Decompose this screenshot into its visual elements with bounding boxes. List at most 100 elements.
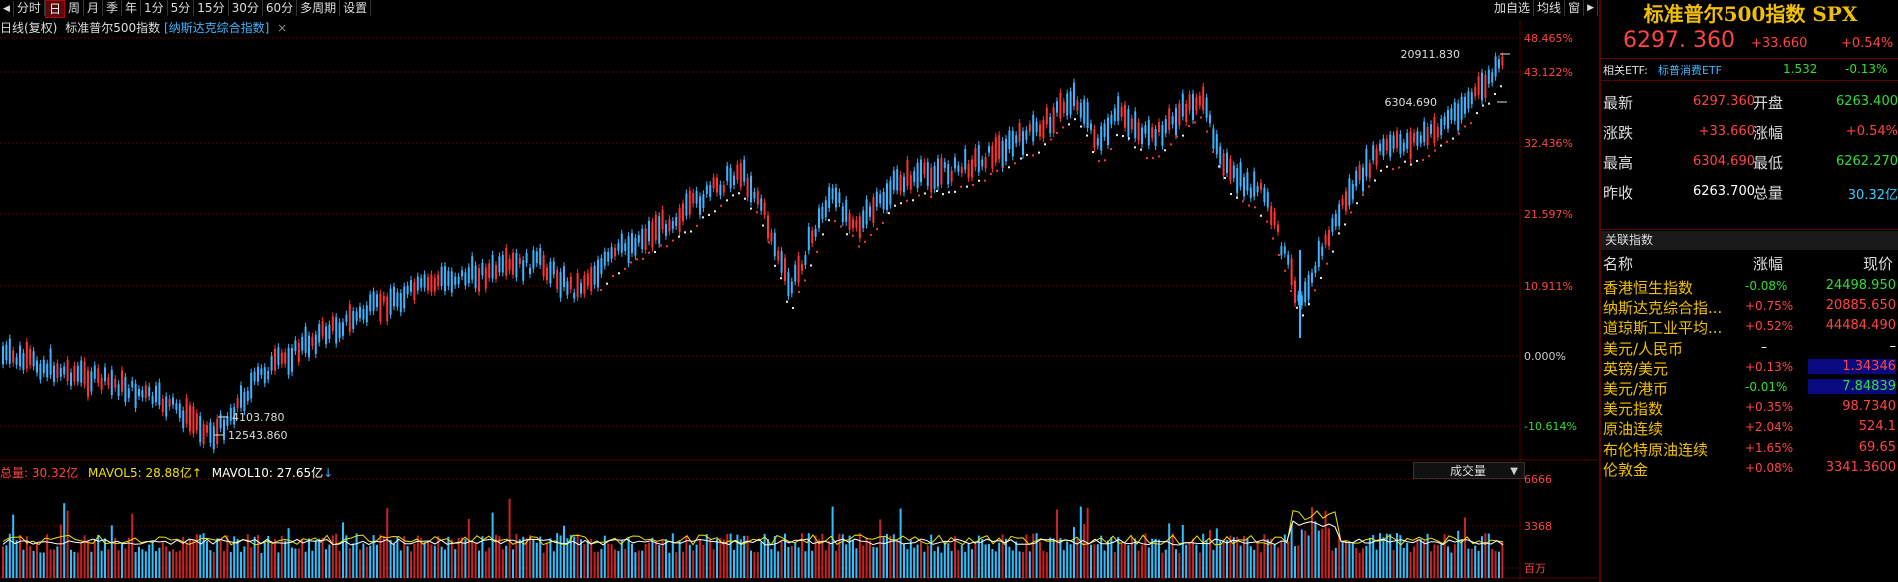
candle-body bbox=[1042, 119, 1045, 139]
index-price: 7.84839 bbox=[1808, 379, 1896, 394]
compare-index-link[interactable]: [纳斯达克综合指数] bbox=[163, 21, 270, 35]
kline-chart[interactable]: 48.465% 43.122% 32.436% 21.597% 10.911% 0.000… bbox=[0, 0, 1598, 582]
candle-body bbox=[597, 259, 599, 288]
period-tab-10[interactable]: 60分 bbox=[263, 0, 298, 16]
candle-body bbox=[172, 397, 174, 405]
candle-body bbox=[114, 378, 117, 388]
period-tab-5[interactable]: 年 bbox=[122, 0, 142, 16]
remove-compare-icon[interactable]: × bbox=[277, 21, 288, 35]
volume-bar bbox=[1494, 551, 1497, 578]
candle-body bbox=[80, 360, 83, 383]
index-row[interactable]: 英镑/美元 +0.13% 1.34346 bbox=[1603, 356, 1898, 380]
volume-bar bbox=[1171, 533, 1174, 578]
candle-body bbox=[1232, 165, 1235, 179]
period-tab-3[interactable]: 月 bbox=[84, 0, 103, 16]
period-tab-2[interactable]: 周 bbox=[65, 0, 84, 16]
candle-body bbox=[189, 405, 191, 432]
volume-bar bbox=[491, 512, 494, 578]
candle-body bbox=[12, 350, 15, 363]
candle-body bbox=[5, 344, 8, 361]
candle-body bbox=[1260, 182, 1262, 190]
index-row[interactable]: 美元/人民币 – – bbox=[1603, 336, 1898, 360]
candle-body bbox=[216, 418, 219, 444]
compare-point bbox=[750, 207, 752, 210]
volume-bar bbox=[1270, 538, 1273, 578]
index-row[interactable]: 道琼斯工业平均... +0.52% 44484.490 bbox=[1603, 315, 1898, 339]
period-tab-0[interactable]: 分时 bbox=[14, 0, 45, 16]
candle-body bbox=[1447, 109, 1449, 129]
candle-body bbox=[1409, 131, 1412, 160]
candle-body bbox=[906, 159, 909, 187]
period-tab-11[interactable]: 多周期 bbox=[297, 0, 341, 16]
index-pct: +1.65% bbox=[1745, 440, 1794, 455]
index-price: 3341.3600 bbox=[1825, 459, 1896, 475]
volume-bar bbox=[784, 533, 786, 578]
candle-body bbox=[182, 410, 185, 429]
volume-bar bbox=[1334, 547, 1337, 578]
period-tab-7[interactable]: 5分 bbox=[168, 0, 195, 16]
candle-body bbox=[1236, 168, 1239, 194]
volume-bar bbox=[586, 540, 589, 578]
window-button[interactable]: 窗 bbox=[1565, 0, 1585, 16]
candle-body bbox=[831, 188, 834, 200]
index-row[interactable]: 伦敦金 +0.08% 3341.3600 bbox=[1603, 457, 1898, 481]
index-row[interactable]: 美元指数 +0.35% 98.7340 bbox=[1603, 396, 1898, 420]
volume-bar bbox=[892, 534, 895, 578]
index-row[interactable]: 香港恒生指数 -0.08% 24498.950 bbox=[1603, 275, 1898, 299]
volume-bar bbox=[682, 551, 684, 578]
compare-point bbox=[1194, 121, 1196, 124]
index-row[interactable]: 美元/港币 -0.01% 7.84839 bbox=[1603, 376, 1898, 400]
period-tab-8[interactable]: 15分 bbox=[194, 0, 229, 16]
volume-bar bbox=[1348, 543, 1351, 578]
candle-body bbox=[175, 403, 178, 410]
volume-bar bbox=[287, 528, 290, 578]
period-tab-4[interactable]: 季 bbox=[103, 0, 122, 16]
candle-body bbox=[168, 399, 171, 407]
etf-name[interactable]: 标普消费ETF bbox=[1658, 64, 1722, 77]
volume-bar bbox=[15, 540, 18, 578]
quote-label: 涨幅 bbox=[1753, 124, 1784, 142]
candle-body bbox=[450, 271, 453, 293]
candle-body bbox=[1188, 94, 1191, 111]
candle-body bbox=[556, 269, 559, 289]
volume-bar bbox=[36, 542, 38, 578]
candle-body bbox=[988, 146, 990, 153]
compare-point bbox=[1002, 166, 1004, 169]
candle-body bbox=[746, 177, 749, 198]
annotation-high_compare: 6304.690 bbox=[1385, 96, 1438, 109]
candle-body bbox=[780, 251, 783, 273]
period-tab-1[interactable]: 日 bbox=[44, 0, 65, 18]
volume-bar bbox=[1226, 540, 1228, 578]
candle-body bbox=[331, 316, 334, 331]
candle-body bbox=[100, 377, 103, 390]
candle-body bbox=[243, 391, 246, 412]
volume-bar bbox=[1382, 537, 1385, 578]
moving-average-button[interactable]: 均线 bbox=[1534, 0, 1566, 16]
candle-body bbox=[49, 348, 52, 375]
candle-body bbox=[641, 228, 644, 250]
candle-body bbox=[42, 359, 45, 374]
nav-right-icon[interactable]: ▶ bbox=[1584, 0, 1598, 16]
volume-bar bbox=[770, 549, 773, 578]
volume-bar bbox=[1328, 528, 1330, 578]
candle-body bbox=[848, 213, 851, 230]
candle-body bbox=[937, 158, 939, 187]
annotation-low_compare: 4103.780 bbox=[232, 411, 285, 424]
volume-bar bbox=[1399, 535, 1402, 578]
add-watchlist-button[interactable]: 加自选 bbox=[1491, 0, 1535, 16]
period-tab-12[interactable]: 设置 bbox=[340, 0, 372, 16]
candle-body bbox=[930, 167, 933, 193]
quote-label: 涨跌 bbox=[1603, 124, 1634, 142]
index-row[interactable]: 纳斯达克综合指... +0.75% 20885.650 bbox=[1603, 295, 1898, 319]
index-row[interactable]: 布伦特原油连续 +1.65% 69.65 bbox=[1603, 437, 1898, 461]
compare-point bbox=[1086, 134, 1088, 137]
period-tab-9[interactable]: 30分 bbox=[229, 0, 263, 16]
candle-body bbox=[1130, 118, 1133, 130]
nav-left-icon[interactable]: ◀ bbox=[0, 0, 14, 17]
candle-body bbox=[1056, 101, 1058, 113]
indicator-select[interactable]: 成交量 ▼ bbox=[1413, 462, 1525, 479]
candle-body bbox=[1494, 56, 1497, 77]
index-row[interactable]: 原油连续 +2.04% 524.1 bbox=[1603, 416, 1898, 440]
candle-body bbox=[498, 256, 501, 273]
period-tab-6[interactable]: 1分 bbox=[141, 0, 168, 16]
